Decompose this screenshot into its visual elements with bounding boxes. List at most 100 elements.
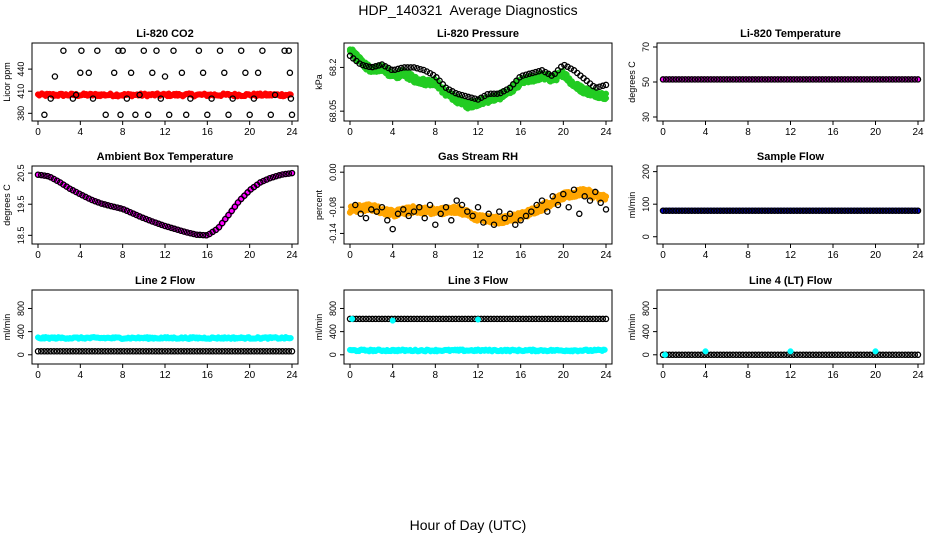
data-point <box>199 231 207 239</box>
data-point <box>500 315 507 323</box>
data-point <box>95 348 102 355</box>
data-point <box>819 207 826 214</box>
data-point <box>519 315 527 323</box>
data-point <box>234 348 242 355</box>
data-point <box>803 76 810 83</box>
data-point <box>522 71 530 78</box>
data-point <box>863 351 871 359</box>
data-point <box>445 86 453 93</box>
y-tick-label: 68.05 <box>328 100 338 123</box>
series-black <box>41 47 296 119</box>
data-point <box>803 207 810 214</box>
data-point <box>752 351 759 359</box>
data-point <box>206 348 213 355</box>
data-point <box>570 315 578 323</box>
data-point <box>228 348 235 355</box>
data-point <box>225 211 232 219</box>
data-point <box>902 76 909 83</box>
x-tick-label: 24 <box>286 127 298 138</box>
data-point <box>47 348 54 355</box>
data-point <box>710 351 718 359</box>
data-point <box>410 315 418 323</box>
x-tick-label: 16 <box>515 250 527 261</box>
data-point <box>898 351 906 359</box>
x-tick-label: 12 <box>472 370 484 381</box>
data-point <box>771 207 778 214</box>
data-point <box>755 76 762 83</box>
data-point <box>602 95 610 102</box>
data-point <box>484 315 491 323</box>
data-point <box>736 207 743 214</box>
data-point <box>576 210 583 218</box>
data-point <box>82 193 89 201</box>
data-point <box>513 315 520 323</box>
data-point <box>796 76 804 83</box>
data-point <box>809 76 817 83</box>
data-point <box>196 348 204 355</box>
series-cyan <box>349 315 482 324</box>
data-point <box>895 207 903 214</box>
x-tick-label: 4 <box>78 127 84 138</box>
data-point <box>516 74 523 81</box>
data-point <box>145 348 153 355</box>
data-point <box>509 315 517 323</box>
data-point <box>153 47 160 54</box>
data-point <box>554 201 562 209</box>
x-tick-label: 20 <box>558 127 570 138</box>
data-point <box>241 348 248 355</box>
data-point <box>902 351 909 359</box>
data-point <box>586 197 594 204</box>
y-axis-title: ml/min <box>2 314 12 341</box>
data-point <box>47 174 54 181</box>
data-point <box>666 207 673 214</box>
y-axis-title: percent <box>314 189 324 220</box>
data-point <box>532 68 539 76</box>
data-point <box>501 214 508 222</box>
panel-title: Line 3 Flow <box>448 275 508 287</box>
data-point <box>911 351 919 359</box>
data-point <box>745 351 753 359</box>
data-point <box>844 76 852 83</box>
data-point <box>493 315 501 323</box>
data-point <box>806 351 813 359</box>
y-tick-label: 0.00 <box>328 163 338 181</box>
data-point <box>777 351 785 359</box>
data-point <box>749 351 756 359</box>
data-point <box>44 172 51 180</box>
data-point <box>76 348 83 355</box>
data-layer <box>346 46 610 112</box>
panel-5: Gas Stream RH percent 0 4 8 12 16 20 24 -0.14 -0.0… <box>314 151 613 261</box>
data-point <box>812 351 820 359</box>
x-tick-label: 8 <box>120 370 126 381</box>
data-point <box>349 315 356 322</box>
data-point <box>266 174 274 182</box>
data-point <box>720 207 727 214</box>
data-point <box>876 207 884 214</box>
panel-title: Li-820 Temperature <box>740 28 841 40</box>
data-point <box>110 203 118 211</box>
data-point <box>455 315 463 323</box>
data-point <box>117 111 124 119</box>
data-point <box>215 348 223 355</box>
data-point <box>433 315 440 323</box>
data-point <box>222 348 229 355</box>
y-axis-title: Licor ppm <box>2 62 12 102</box>
data-point <box>831 351 839 359</box>
data-point <box>356 60 363 67</box>
data-point <box>164 223 172 231</box>
data-point <box>512 221 519 228</box>
data-point <box>416 203 423 211</box>
data-point <box>66 185 74 192</box>
data-point <box>602 315 610 323</box>
data-point <box>905 207 912 214</box>
data-point <box>761 76 769 83</box>
data-point <box>136 213 143 220</box>
data-point <box>755 351 762 359</box>
data-point <box>723 351 731 359</box>
panel-title: Gas Stream RH <box>438 151 518 163</box>
data-point <box>359 315 367 323</box>
data-point <box>723 76 731 83</box>
data-point <box>56 348 64 355</box>
data-point <box>713 76 721 83</box>
y-tick-label: 100 <box>641 197 651 212</box>
